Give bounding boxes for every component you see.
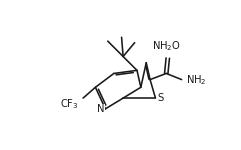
Text: S: S <box>157 93 163 103</box>
Text: NH$_2$: NH$_2$ <box>152 40 173 53</box>
Text: CF$_3$: CF$_3$ <box>60 97 79 111</box>
Text: N: N <box>97 104 105 114</box>
Text: O: O <box>172 41 179 51</box>
Text: NH$_2$: NH$_2$ <box>186 74 207 87</box>
